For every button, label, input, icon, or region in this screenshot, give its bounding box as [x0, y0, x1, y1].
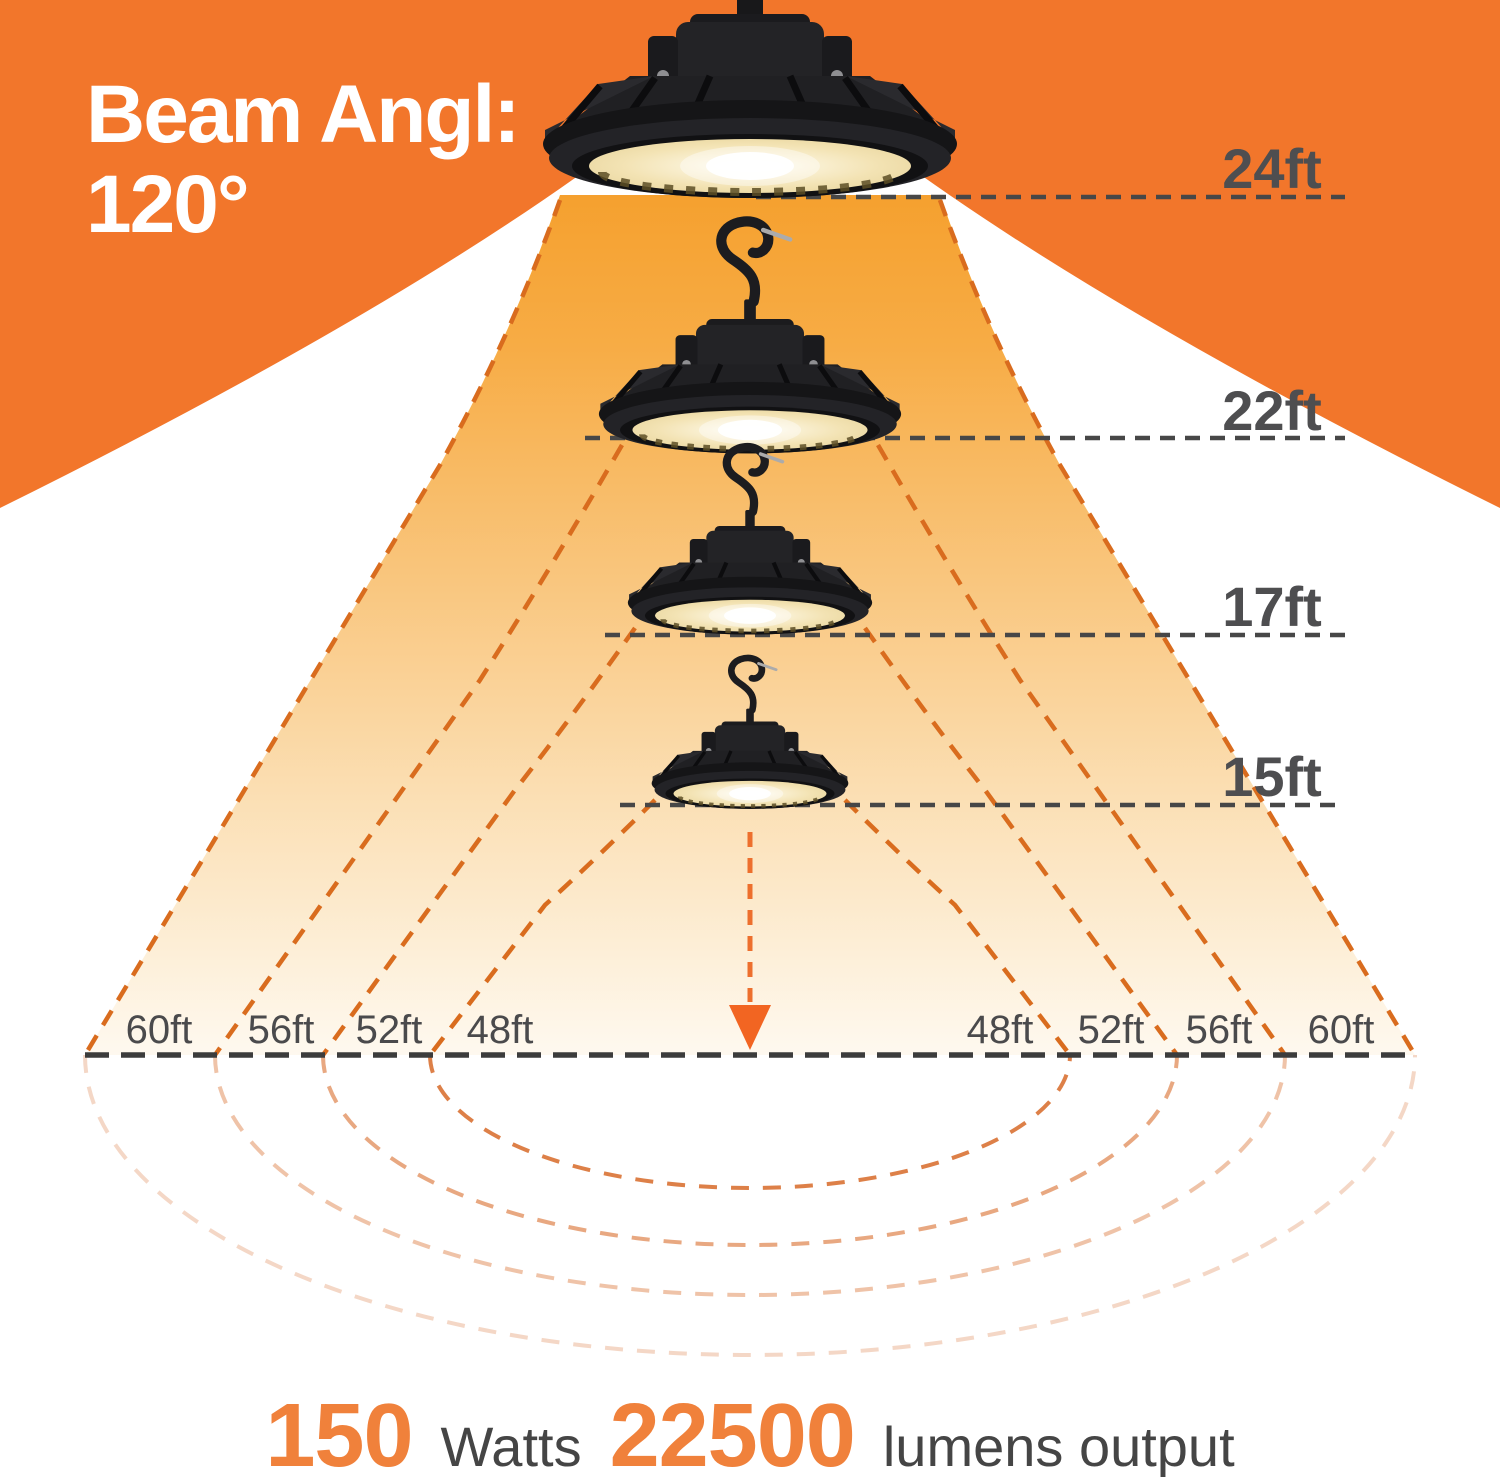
floor-label-right-52ft: 52ft — [1078, 1008, 1145, 1052]
cone-52ft-left-edge — [321, 626, 637, 1057]
page-title-line2: 120° — [86, 159, 248, 250]
floor-label-right-56ft: 56ft — [1186, 1008, 1253, 1052]
coverage-arc-48ft — [428, 1054, 1072, 1190]
coverage-arc-52ft — [321, 1054, 1179, 1247]
coverage-arc-56ft — [213, 1054, 1287, 1297]
floor-label-left-52ft: 52ft — [356, 1008, 423, 1052]
spec-line: 150 Watts 22500 lumens output — [0, 1385, 1500, 1477]
floor-label-left-60ft: 60ft — [126, 1008, 193, 1052]
beam-cone-dashed-edges — [83, 199, 1417, 1057]
cone-60ft-left-edge — [83, 199, 563, 1057]
height-label-24ft: 24ft — [1222, 137, 1322, 200]
page-title-line1: Beam Angl: — [86, 69, 519, 160]
floor-label-left-48ft: 48ft — [467, 1008, 534, 1052]
cone-56ft-right-edge — [876, 443, 1287, 1057]
height-label-22ft: 22ft — [1222, 379, 1322, 442]
floor-label-right-48ft: 48ft — [967, 1008, 1034, 1052]
height-label-17ft: 17ft — [1222, 575, 1322, 638]
lumens-unit: lumens output — [882, 1415, 1235, 1477]
ufo-light-24ft — [543, 0, 957, 198]
height-label-15ft: 15ft — [1222, 745, 1322, 808]
coverage-arc-60ft — [83, 1054, 1417, 1357]
cone-60ft-right-edge — [937, 199, 1417, 1057]
floor-label-right-60ft: 60ft — [1308, 1008, 1375, 1052]
cone-56ft-left-edge — [213, 443, 624, 1057]
floor-label-left-56ft: 56ft — [248, 1008, 315, 1052]
lumens-value: 22500 — [609, 1386, 856, 1477]
floor-coverage-arcs — [83, 1054, 1417, 1357]
cone-52ft-right-edge — [863, 626, 1179, 1057]
orange-background-wedge — [0, 0, 1500, 508]
watts-value: 150 — [265, 1386, 413, 1477]
beam-center-arrow-icon — [729, 1005, 771, 1050]
watts-unit: Watts — [440, 1415, 582, 1477]
